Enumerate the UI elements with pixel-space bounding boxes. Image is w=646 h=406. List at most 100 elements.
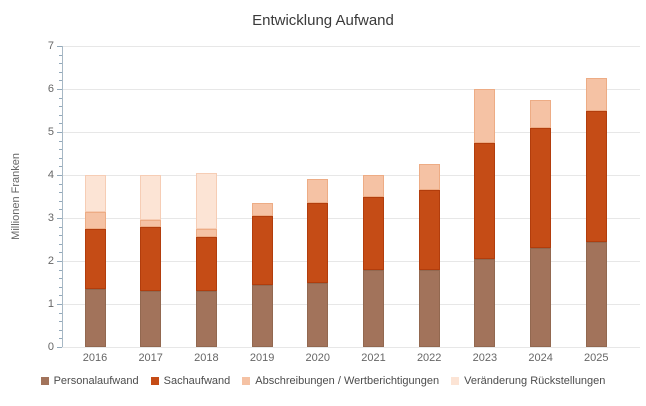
x-tick-label: 2025 bbox=[584, 352, 609, 364]
bar-segment-2020[interactable] bbox=[307, 202, 329, 283]
x-tick-label: 2022 bbox=[416, 352, 442, 364]
y-axis-major-tick bbox=[57, 218, 62, 219]
gridline bbox=[62, 89, 640, 90]
y-tick-label: 7 bbox=[47, 40, 54, 52]
y-axis-minor-tick bbox=[59, 243, 62, 245]
y-axis-minor-tick bbox=[59, 338, 62, 340]
bar-segment-2017[interactable] bbox=[140, 226, 162, 292]
legend-label: Veränderung Rückstellungen bbox=[464, 375, 606, 387]
y-axis-minor-tick bbox=[59, 140, 62, 142]
bar-segment-2019[interactable] bbox=[251, 202, 273, 216]
legend-item[interactable]: Sachaufwand bbox=[150, 375, 230, 387]
bar-segment-2018[interactable] bbox=[195, 228, 217, 238]
y-axis-minor-tick bbox=[59, 252, 62, 254]
bar-segment-2019[interactable] bbox=[251, 215, 273, 285]
y-tick-label: 4 bbox=[47, 169, 54, 181]
bar-segment-2022[interactable] bbox=[418, 164, 440, 191]
bar-segment-2023[interactable] bbox=[474, 142, 496, 259]
legend-item[interactable]: Abschreibungen / Wertberichtigungen bbox=[242, 375, 439, 387]
y-axis-minor-tick bbox=[59, 157, 62, 159]
x-tick-label: 2016 bbox=[82, 352, 108, 364]
bar-segment-2018[interactable] bbox=[195, 237, 217, 292]
bar-segment-2024[interactable] bbox=[530, 127, 552, 249]
y-axis-major-tick bbox=[57, 46, 62, 47]
plot-area bbox=[62, 46, 640, 348]
bar-segment-2024[interactable] bbox=[530, 99, 552, 128]
bar-segment-2016[interactable] bbox=[84, 211, 106, 229]
bar-segment-2017[interactable] bbox=[140, 220, 162, 227]
y-axis-title: Millionen Franken bbox=[8, 46, 24, 347]
legend-label: Personalaufwand bbox=[53, 375, 139, 387]
y-axis-minor-tick bbox=[59, 149, 62, 151]
bar-segment-2022[interactable] bbox=[418, 190, 440, 270]
legend-label: Abschreibungen / Wertberichtigungen bbox=[255, 375, 440, 387]
bar-segment-2017[interactable] bbox=[140, 291, 162, 347]
legend-item[interactable]: Personalaufwand bbox=[40, 375, 139, 387]
y-axis-minor-tick bbox=[59, 114, 62, 116]
y-axis-major-tick bbox=[57, 261, 62, 262]
bar-segment-2023[interactable] bbox=[474, 258, 496, 347]
bar-segment-2021[interactable] bbox=[363, 269, 384, 347]
bar-segment-2020[interactable] bbox=[307, 179, 329, 203]
chart-legend: Personalaufwand Sachaufwand Abschreibungen… bbox=[0, 375, 646, 387]
x-tick-label: 2021 bbox=[361, 352, 386, 364]
bar-segment-2020[interactable] bbox=[307, 282, 329, 347]
y-axis-minor-tick bbox=[59, 97, 62, 99]
bar-segment-2022[interactable] bbox=[418, 269, 440, 347]
gridline bbox=[62, 304, 640, 305]
bar-segment-2017[interactable] bbox=[140, 175, 162, 221]
y-axis-minor-tick bbox=[59, 183, 62, 185]
legend-swatch-icon bbox=[150, 377, 159, 385]
y-tick-label: 1 bbox=[47, 298, 54, 310]
bar-segment-2016[interactable] bbox=[84, 175, 106, 212]
bar-segment-2025[interactable] bbox=[585, 110, 607, 242]
y-axis-title-text: Millionen Franken bbox=[10, 153, 22, 240]
bar-segment-2023[interactable] bbox=[474, 89, 496, 143]
bar-segment-2025[interactable] bbox=[585, 78, 607, 111]
y-axis-minor-tick bbox=[59, 54, 62, 56]
y-tick-label: 5 bbox=[47, 126, 54, 138]
gridline bbox=[62, 175, 640, 176]
bar-segment-2021[interactable] bbox=[363, 196, 384, 270]
y-axis-minor-tick bbox=[59, 226, 62, 228]
y-axis-minor-tick bbox=[59, 269, 62, 271]
gridline bbox=[62, 46, 640, 47]
bar-segment-2024[interactable] bbox=[530, 248, 552, 347]
y-axis-minor-tick bbox=[59, 63, 62, 65]
y-axis-minor-tick bbox=[59, 192, 62, 194]
bar-segment-2018[interactable] bbox=[195, 172, 217, 229]
bar-segment-2018[interactable] bbox=[195, 291, 217, 347]
y-tick-label: 2 bbox=[47, 255, 54, 267]
legend-swatch-icon bbox=[40, 377, 49, 385]
bar-segment-2016[interactable] bbox=[84, 228, 106, 289]
gridline bbox=[62, 132, 640, 133]
y-tick-label: 0 bbox=[47, 341, 54, 353]
x-tick-label: 2018 bbox=[194, 352, 219, 364]
x-tick-label: 2020 bbox=[305, 352, 331, 364]
y-axis-minor-tick bbox=[59, 106, 62, 108]
bar-segment-2021[interactable] bbox=[363, 175, 384, 197]
bar-segment-2016[interactable] bbox=[84, 288, 106, 347]
y-axis-minor-tick bbox=[59, 286, 62, 288]
y-axis-major-tick bbox=[57, 304, 62, 305]
bar-segment-2019[interactable] bbox=[251, 284, 273, 347]
bar-segment-2025[interactable] bbox=[585, 241, 607, 347]
chart-title: Entwicklung Aufwand bbox=[252, 12, 394, 29]
gridline bbox=[62, 347, 640, 348]
y-axis-line bbox=[62, 46, 63, 347]
x-tick-label: 2019 bbox=[249, 352, 275, 364]
gridline bbox=[62, 261, 640, 262]
legend-item[interactable]: Veränderung Rückstellungen bbox=[451, 375, 605, 387]
x-tick-label: 2017 bbox=[138, 352, 163, 364]
y-axis-minor-tick bbox=[59, 80, 62, 82]
y-axis-minor-tick bbox=[59, 235, 62, 237]
y-axis-minor-tick bbox=[59, 123, 62, 125]
gridline bbox=[62, 218, 640, 219]
y-axis-minor-tick bbox=[59, 312, 62, 314]
legend-swatch-icon bbox=[242, 377, 251, 385]
x-tick-label: 2023 bbox=[472, 352, 498, 364]
y-axis-major-tick bbox=[57, 175, 62, 176]
y-axis-major-tick bbox=[57, 347, 62, 348]
y-axis-major-tick bbox=[57, 89, 62, 90]
